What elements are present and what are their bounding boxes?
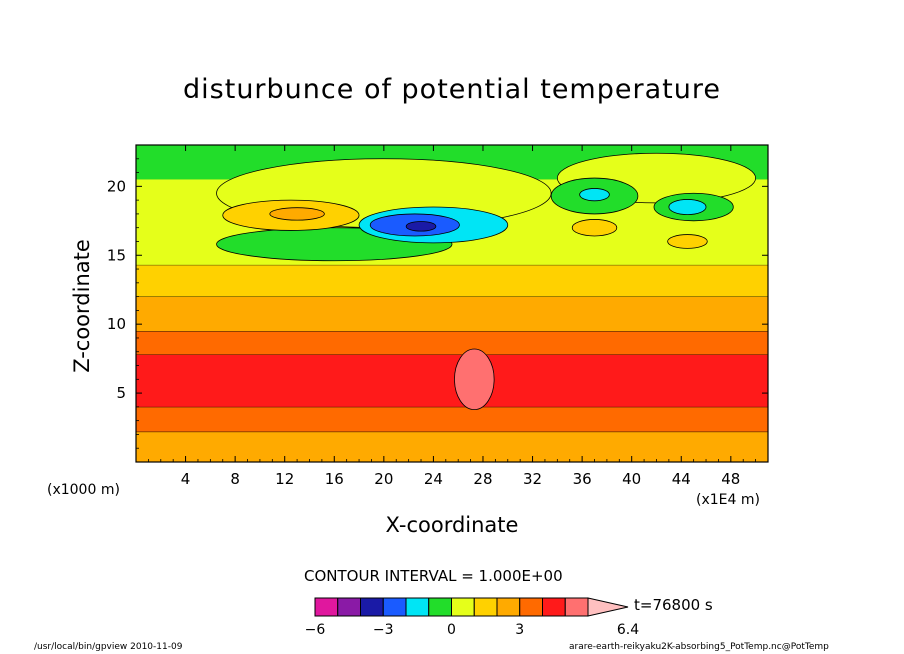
colorbar-label-2: 0: [447, 622, 456, 638]
colorbar-swatch-0: [314, 597, 339, 617]
x-tick-label-5: 24: [424, 470, 443, 488]
contour-feature-12: [454, 348, 495, 411]
contour-feature-3: [405, 221, 437, 232]
x-tick-label-10: 44: [672, 470, 691, 488]
x-tick-label-6: 28: [473, 470, 492, 488]
contour-band-4: [136, 296, 768, 332]
contour-band-3: [136, 331, 768, 355]
colorbar-label-4: 6.4: [617, 622, 639, 638]
colorbar-swatch-6: [451, 597, 475, 617]
contour-feature-7: [579, 188, 610, 202]
colorbar-swatch-9: [519, 597, 543, 617]
plot-frame: [135, 144, 769, 463]
contour-feature-9: [668, 199, 707, 216]
time-label: t=76800 s: [634, 596, 713, 614]
y-tick-label-1: 10: [107, 315, 126, 333]
contour-interval-text: CONTOUR INTERVAL = 1.000E+00: [304, 567, 563, 585]
colorbar-swatch-2: [360, 597, 384, 617]
colorbar-label-0: −6: [305, 622, 326, 638]
x-tick-label-3: 16: [325, 470, 344, 488]
y-axis-label: Z-coordinate: [70, 239, 94, 373]
contour-band-2: [136, 354, 768, 407]
colorbar-swatch-3: [382, 597, 407, 617]
colorbar-label-1: −3: [373, 622, 394, 638]
x-axis-label: X-coordinate: [385, 513, 519, 537]
x-tick-label-0: 4: [181, 470, 191, 488]
contour-feature-11: [667, 234, 708, 249]
contour-band-1: [136, 406, 768, 432]
y-tick-label-0: 5: [116, 384, 126, 402]
x-tick-label-4: 20: [374, 470, 393, 488]
x-tick-label-7: 32: [523, 470, 542, 488]
chart-title: disturbunce of potential temperature: [183, 74, 721, 105]
x-tick-label-2: 12: [275, 470, 294, 488]
contour-band-0: [136, 431, 768, 462]
colorbar-swatch-7: [473, 597, 498, 617]
contour-feature-10: [571, 219, 618, 237]
colorbar-label-3: 3: [515, 622, 524, 638]
x-tick-label-1: 8: [230, 470, 240, 488]
x-unit-left: (x1000 m): [47, 482, 120, 498]
colorbar-swatch-5: [428, 597, 452, 617]
x-tick-label-11: 48: [721, 470, 740, 488]
contour-feature-5: [269, 207, 325, 221]
y-tick-label-3: 20: [107, 177, 126, 195]
colorbar-swatch-11: [564, 597, 589, 617]
y-tick-label-2: 15: [107, 246, 126, 264]
x-tick-label-9: 40: [622, 470, 641, 488]
colorbar-swatch-10: [542, 597, 566, 617]
footer-left: /usr/local/bin/gpview 2010-11-09: [34, 642, 183, 652]
colorbar-swatch-4: [405, 597, 430, 617]
colorbar-arrow: [587, 597, 629, 617]
colorbar-swatch-8: [496, 597, 521, 617]
footer-right: arare-earth-reikyaku2K-absorbing5_PotTem…: [569, 642, 829, 652]
x-unit-right: (x1E4 m): [696, 492, 760, 508]
colorbar-swatch-1: [337, 597, 361, 617]
x-tick-label-8: 36: [573, 470, 592, 488]
contour-band-5: [136, 264, 768, 297]
